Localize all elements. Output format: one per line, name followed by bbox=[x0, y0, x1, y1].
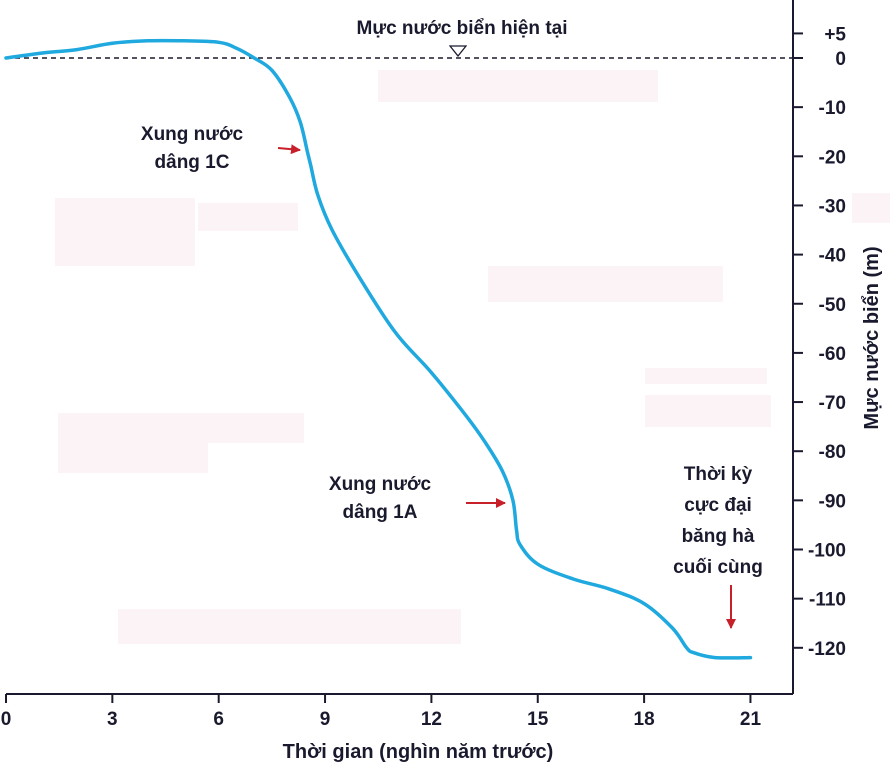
annotation: Xung nước dâng 1C bbox=[141, 124, 301, 173]
y-axis-ticks: +5 0 -10 -20 -30 -40 -50 -60 -70 -80 -90 -100 -110 -1… bbox=[793, 24, 846, 660]
x-tick-label: 18 bbox=[634, 709, 655, 730]
annotation-text: Thời kỳ bbox=[684, 464, 753, 485]
y-tick-label: -80 bbox=[819, 442, 846, 463]
x-tick-label: 3 bbox=[107, 709, 118, 730]
y-tick-label: -90 bbox=[819, 491, 846, 512]
x-axis-title: Thời gian (nghìn năm trước) bbox=[283, 741, 554, 763]
y-tick-label: -70 bbox=[819, 393, 846, 414]
x-tick-label: 12 bbox=[421, 709, 442, 730]
x-tick-label: 0 bbox=[1, 709, 12, 730]
annotation: Xung nước dâng 1A bbox=[329, 474, 506, 523]
annotation-arrow-icon bbox=[277, 144, 301, 155]
present-sea-level-label: Mực nước biển hiện tại bbox=[357, 18, 568, 39]
x-tick-label: 9 bbox=[320, 709, 331, 730]
annotation-text: dâng 1A bbox=[343, 502, 418, 523]
y-tick-label: -10 bbox=[819, 98, 846, 119]
annotation-text: băng hà bbox=[682, 526, 755, 547]
annotation-text: Xung nước bbox=[329, 474, 432, 495]
y-tick-label: -50 bbox=[819, 295, 846, 316]
y-tick-label: -20 bbox=[819, 147, 846, 168]
y-axis-title: Mực nước biển (m) bbox=[861, 246, 883, 429]
annotations: Xung nước dâng 1C Xung nước dâng 1A Thời kỳ c… bbox=[141, 124, 763, 629]
x-tick-label: 15 bbox=[527, 709, 549, 730]
background-smudges bbox=[55, 70, 890, 644]
annotation-text: Xung nước bbox=[141, 124, 244, 145]
y-tick-label: -60 bbox=[819, 344, 846, 365]
y-tick-label: -30 bbox=[819, 196, 846, 217]
annotation-text: cực đại bbox=[684, 495, 752, 516]
y-tick-label: +5 bbox=[824, 24, 846, 45]
x-tick-label: 6 bbox=[213, 709, 224, 730]
annotation-text: cuối cùng bbox=[673, 557, 763, 578]
sea-level-curve bbox=[4, 38, 753, 660]
annotation: Thời kỳ cực đại băng hà cuối cùng bbox=[673, 464, 763, 629]
y-tick-label: -110 bbox=[809, 590, 846, 611]
y-tick-label: -100 bbox=[808, 541, 846, 562]
annotation-text: dâng 1C bbox=[155, 152, 230, 173]
y-tick-label: 0 bbox=[835, 49, 846, 70]
x-axis-ticks: 0 3 6 9 12 15 18 21 bbox=[1, 694, 762, 730]
y-tick-label: -120 bbox=[808, 639, 846, 660]
x-tick-label: 21 bbox=[740, 709, 762, 730]
y-tick-label: -40 bbox=[819, 246, 846, 267]
